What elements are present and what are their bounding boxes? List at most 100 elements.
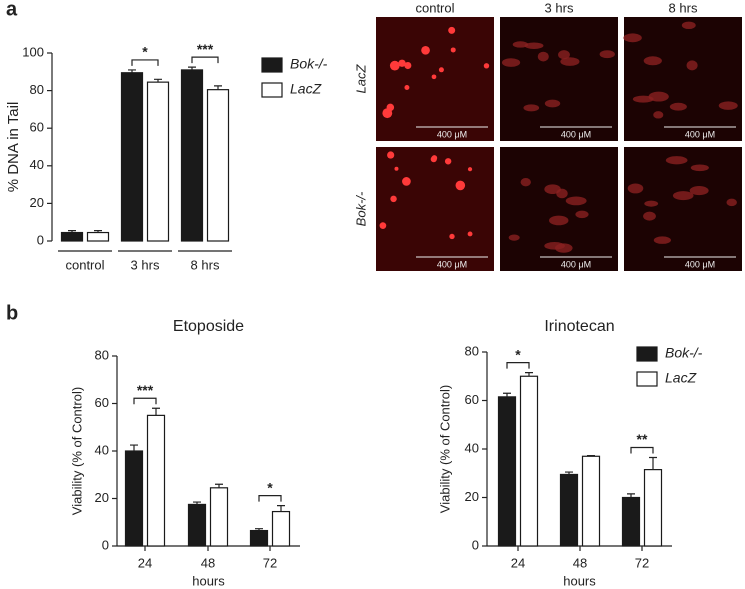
cell: [450, 47, 456, 53]
cell: [382, 108, 393, 119]
comet: [653, 111, 664, 119]
bar: [86, 231, 110, 242]
cell: [379, 222, 387, 229]
cell: [431, 74, 437, 80]
scale-bar-label: 400 μM: [561, 129, 591, 139]
y-tick-label: 20: [95, 490, 109, 505]
y-tick-label: 40: [95, 442, 109, 457]
bar: [643, 469, 663, 547]
significance-bracket: [191, 56, 219, 64]
scale-bar-label: 400 μM: [685, 259, 715, 269]
micrograph: [376, 17, 494, 141]
comet: [512, 41, 529, 48]
error-bar: [649, 456, 657, 470]
micrograph: [624, 147, 742, 271]
x-tick-label: 48: [201, 555, 215, 570]
scale-bar-label: 400 μM: [437, 129, 467, 139]
error-bar: [214, 85, 222, 90]
y-tick-label: 0: [472, 537, 479, 552]
bar: [271, 510, 291, 547]
bar: [209, 487, 229, 547]
bar: [187, 503, 207, 547]
panel-label: a: [6, 0, 18, 20]
cell: [390, 195, 397, 203]
comet: [565, 196, 587, 206]
x-tick-label: 3 hrs: [131, 257, 160, 272]
y-tick-label: 60: [465, 392, 479, 407]
comet: [686, 60, 698, 71]
comet: [508, 234, 520, 241]
y-tick-label: 40: [30, 157, 44, 172]
comet: [726, 198, 737, 207]
comet: [560, 57, 580, 66]
cell: [449, 233, 455, 240]
x-axis-label: hours: [192, 573, 225, 588]
y-axis-label: % DNA in Tail: [5, 102, 22, 193]
error-bar: [193, 501, 201, 505]
cell: [389, 60, 400, 71]
comet: [554, 243, 573, 253]
error-bar: [152, 407, 160, 416]
legend-swatch: [261, 57, 283, 73]
error-bar: [130, 444, 138, 451]
comet: [669, 102, 687, 111]
error-bar: [215, 483, 223, 488]
column-label: 3 hrs: [545, 0, 574, 15]
error-bar: [94, 230, 102, 233]
bar: [581, 455, 601, 547]
cell: [430, 156, 437, 163]
y-tick-label: 20: [465, 489, 479, 504]
micrograph: [500, 17, 618, 141]
bar: [180, 69, 204, 242]
bar: [120, 72, 144, 242]
column-label: control: [415, 0, 454, 15]
comet: [718, 101, 738, 110]
comet: [575, 210, 589, 219]
comet: [665, 156, 688, 165]
panel-label: b: [6, 302, 18, 324]
significance-bracket: [133, 397, 157, 405]
y-tick-label: 60: [95, 395, 109, 410]
y-tick-label: 40: [465, 440, 479, 455]
y-tick-label: 20: [30, 195, 44, 210]
cell: [421, 45, 430, 55]
comet: [523, 104, 540, 112]
comet: [549, 215, 569, 226]
error-bar: [503, 392, 511, 397]
chart-title: Etoposide: [173, 318, 244, 335]
significance-label: *: [515, 346, 521, 362]
cell: [455, 180, 466, 191]
comet: [537, 51, 549, 62]
scale-bar-label: 400 μM: [685, 129, 715, 139]
micrograph: [500, 147, 618, 271]
significance-bracket: [258, 495, 282, 502]
bar: [519, 375, 539, 547]
comet: [672, 191, 694, 201]
scale-bar-label: 400 μM: [437, 259, 467, 269]
cell: [387, 151, 395, 159]
cell: [438, 67, 444, 73]
legend-label: Bok-/-: [665, 345, 703, 361]
legend-label: LacZ: [665, 370, 697, 386]
cell: [483, 63, 490, 69]
significance-label: **: [637, 431, 648, 447]
cell: [402, 177, 411, 186]
bar: [60, 231, 84, 242]
comet: [627, 183, 644, 194]
comet: [599, 50, 615, 59]
legend-swatch: [636, 371, 658, 387]
significance-label: *: [142, 44, 148, 60]
comet: [644, 200, 659, 207]
cell: [394, 166, 399, 171]
cell: [467, 167, 473, 172]
row-label: Bok-/-: [353, 191, 368, 226]
significance-label: ***: [197, 41, 214, 57]
cell: [404, 62, 412, 70]
comet: [681, 21, 696, 30]
x-tick-label: 24: [138, 555, 152, 570]
legend-swatch: [261, 82, 283, 98]
x-tick-label: 72: [263, 555, 277, 570]
cell: [448, 26, 456, 34]
error-bar: [68, 230, 76, 233]
comet: [524, 42, 544, 49]
